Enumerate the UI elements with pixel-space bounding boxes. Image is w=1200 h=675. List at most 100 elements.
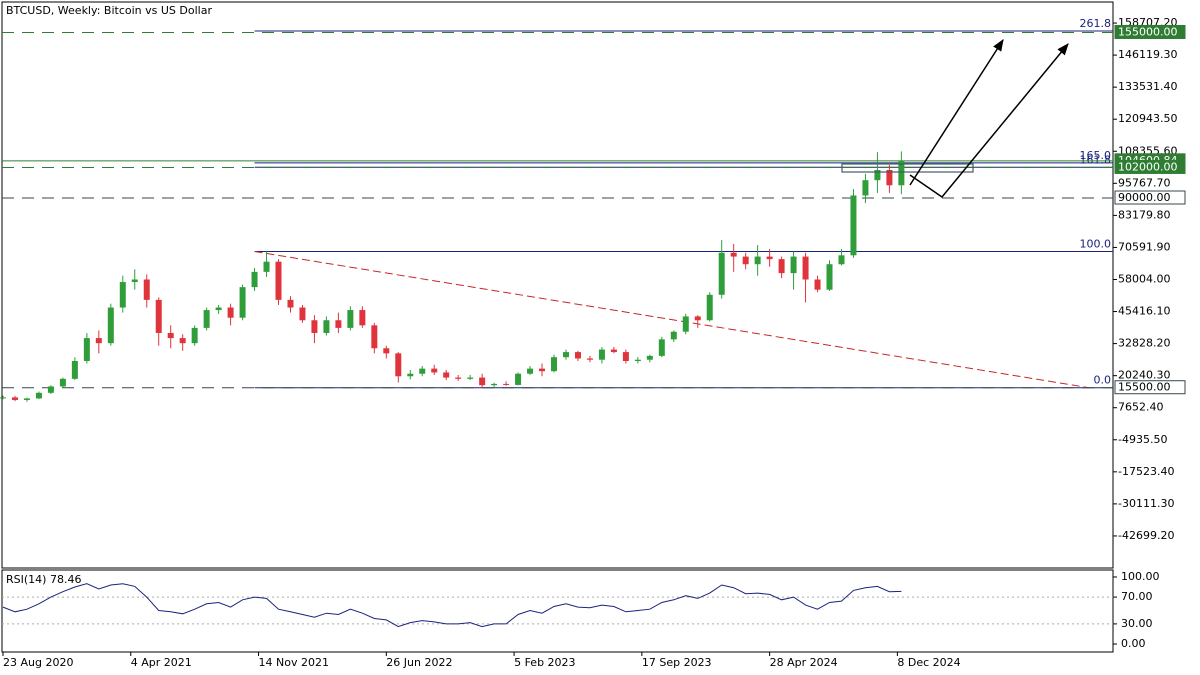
candle-body — [47, 386, 54, 393]
x-tick-label: 4 Apr 2021 — [131, 656, 192, 669]
fib-label: 261.8 — [1080, 17, 1112, 30]
level-label-bg — [1114, 24, 1186, 39]
x-tick-label: 14 Nov 2021 — [259, 656, 329, 669]
candle-body — [143, 279, 150, 300]
y-tick-label: 95767.70 — [1118, 176, 1171, 189]
candle-body — [179, 338, 186, 344]
level-label: 155000.00 — [1118, 25, 1178, 38]
rsi-frame — [1, 569, 1114, 653]
candle-body — [670, 331, 677, 340]
fib-trendline — [254, 250, 1090, 389]
rsi-line — [2, 583, 902, 628]
candle-body — [167, 332, 174, 339]
candle-body — [455, 377, 462, 379]
candle-body — [419, 368, 426, 374]
candle-body — [263, 261, 270, 272]
level-label-bg — [1114, 159, 1186, 174]
candle-body — [850, 195, 857, 256]
candle-body — [395, 353, 402, 377]
candle-body — [347, 310, 354, 328]
main-frame — [1, 1, 1114, 569]
x-tick-label: 8 Dec 2024 — [897, 656, 960, 669]
candle-body — [646, 355, 653, 360]
candle-body — [503, 383, 510, 385]
candle-body — [71, 360, 78, 379]
candle-body — [515, 373, 522, 385]
candle-body — [766, 256, 773, 260]
candle-body — [431, 368, 438, 373]
candle-body — [371, 325, 378, 349]
candle-body — [562, 352, 569, 358]
candle-body — [658, 339, 665, 356]
candle-body — [694, 316, 701, 321]
y-tick-label: -30111.30 — [1118, 497, 1174, 510]
candle-body — [790, 256, 797, 274]
arrow — [909, 43, 1069, 199]
x-tick-label: 26 Jun 2022 — [386, 656, 452, 669]
candle-body — [862, 180, 869, 196]
zone-box — [841, 163, 974, 173]
candle-body — [107, 307, 114, 344]
candle-body — [802, 256, 809, 280]
candle-body — [0, 397, 6, 399]
y-tick-label: 32828.20 — [1118, 337, 1171, 350]
candle-body — [311, 320, 318, 333]
fib-label: 0.0 — [1094, 374, 1112, 387]
candle-body — [838, 255, 845, 265]
plot: 158707.20146119.30133531.40120943.501083… — [0, 16, 1186, 669]
candle-body — [886, 169, 893, 186]
candle-body — [682, 316, 689, 332]
candle-body — [898, 160, 905, 186]
candle-body — [119, 282, 126, 308]
candle-body — [754, 256, 761, 265]
rsi-tick-label: 0.00 — [1121, 637, 1146, 650]
x-tick-label: 17 Sep 2023 — [642, 656, 712, 669]
candle-body — [239, 287, 246, 318]
rsi-tick-label: 30.00 — [1121, 617, 1153, 630]
candle-body — [203, 310, 210, 328]
y-tick-label: -4935.50 — [1118, 433, 1167, 446]
candle-body — [874, 169, 881, 181]
candle-body — [23, 398, 30, 400]
candle-body — [335, 320, 342, 328]
level-label: 102000.00 — [1118, 160, 1178, 173]
x-tick-label: 5 Feb 2023 — [514, 656, 575, 669]
candle-body — [527, 368, 534, 374]
y-tick-label: 45416.10 — [1118, 305, 1171, 318]
candle-body — [83, 338, 90, 361]
y-tick-label: 7652.40 — [1118, 401, 1164, 414]
candle-body — [95, 338, 102, 344]
level-label-bg — [1114, 190, 1186, 205]
y-tick-label: 120943.50 — [1118, 112, 1178, 125]
candle-body — [323, 320, 330, 333]
level-label-bg — [1114, 380, 1186, 395]
candle-body — [814, 279, 821, 290]
arrow — [909, 38, 1004, 186]
rsi-tick-label: 100.00 — [1121, 570, 1160, 583]
candle-body — [539, 368, 546, 372]
y-tick-label: 83179.80 — [1118, 208, 1171, 221]
y-tick-label: 146119.30 — [1118, 48, 1178, 61]
candle-body — [443, 372, 450, 378]
fib-label: 165.0 — [1080, 149, 1112, 162]
candle-body — [215, 307, 222, 311]
candle-body — [742, 256, 749, 265]
candle-body — [551, 357, 558, 372]
candle-body — [826, 264, 833, 290]
candle-body — [11, 397, 18, 400]
candle-body — [706, 294, 713, 321]
y-tick-label: 133531.40 — [1118, 80, 1178, 93]
candle-body — [730, 252, 737, 257]
y-tick-label: 70591.90 — [1118, 240, 1171, 253]
candle-body — [275, 261, 282, 300]
x-tick-label: 28 Apr 2024 — [770, 656, 838, 669]
candle-body — [299, 307, 306, 321]
candle-body — [574, 352, 581, 359]
candle-body — [610, 349, 617, 353]
candle-body — [35, 392, 42, 399]
level-label: 15500.00 — [1118, 381, 1171, 394]
candle-body — [479, 377, 486, 386]
candle-body — [59, 378, 66, 387]
y-tick-label: 20240.30 — [1118, 369, 1171, 382]
